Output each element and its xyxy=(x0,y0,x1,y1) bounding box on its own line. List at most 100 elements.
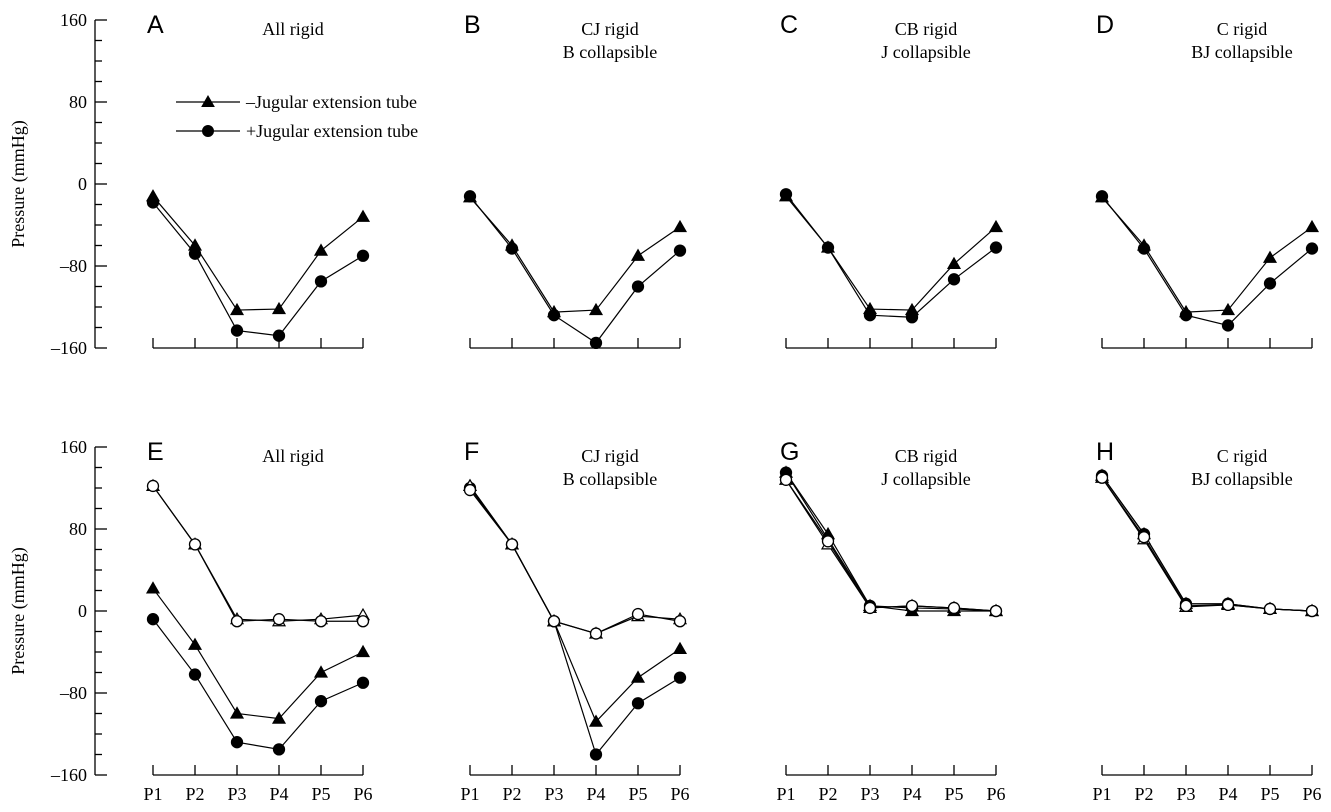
data-point xyxy=(631,280,645,293)
data-point xyxy=(989,241,1003,254)
data-point xyxy=(673,671,687,684)
panel-d: D C rigid BJ collapsible xyxy=(1094,11,1320,349)
x-tick-label: P5 xyxy=(944,784,963,804)
y-tick-label: 160 xyxy=(60,10,87,30)
panel-letter: E xyxy=(147,438,164,466)
legend-marker xyxy=(202,125,214,137)
data-point xyxy=(313,243,329,256)
x-tick-label: P2 xyxy=(185,784,204,804)
data-point xyxy=(146,196,160,209)
data-point xyxy=(1095,471,1109,484)
panel-title-line: B collapsible xyxy=(563,469,657,489)
series-filled-circle xyxy=(146,196,370,342)
legend-entry: +Jugular extension tube xyxy=(176,121,418,141)
x-tick-label: P5 xyxy=(1260,784,1279,804)
data-point xyxy=(505,242,519,255)
data-point xyxy=(355,209,371,222)
series-open-triangle xyxy=(145,478,371,627)
legend-marker xyxy=(201,94,215,107)
data-point xyxy=(863,601,877,615)
data-point xyxy=(356,249,370,262)
series-filled-circle xyxy=(779,466,1003,618)
series-line xyxy=(469,487,681,756)
data-point xyxy=(314,275,328,288)
data-point xyxy=(230,615,244,628)
data-point xyxy=(1304,219,1320,233)
series-open-triangle xyxy=(462,478,688,639)
panel-title-line: All rigid xyxy=(262,19,324,39)
y-tick-label: 80 xyxy=(69,519,87,539)
data-point xyxy=(1262,250,1278,263)
y-axis-title: Pressure (mmHg) xyxy=(8,547,29,674)
y-tick-label: 160 xyxy=(60,437,87,457)
x-tick-label: P4 xyxy=(269,784,288,804)
data-point xyxy=(187,637,203,650)
data-point xyxy=(821,535,835,548)
data-point xyxy=(230,736,244,749)
data-point xyxy=(631,607,645,621)
data-point xyxy=(589,748,603,761)
x-tick-label: P2 xyxy=(818,784,837,804)
series-line xyxy=(152,202,364,337)
x-tick-label: P5 xyxy=(628,784,647,804)
y-axis-title: Pressure (mmHg) xyxy=(8,120,29,247)
y-axis-row-2: 160 80 0 –80 –160 Pressure (mmHg) xyxy=(8,437,107,785)
panel-f: P1 P2 P3 P4 P5 P6 F CJ rigid B collapsible xyxy=(460,438,689,804)
data-point xyxy=(505,538,519,551)
y-tick-label: –160 xyxy=(50,338,87,358)
data-point xyxy=(588,302,604,316)
series-line xyxy=(152,588,364,720)
data-point xyxy=(1221,319,1235,332)
data-point xyxy=(229,302,245,316)
panel-g: P1 P2 P3 P4 P5 P6 G CB rigid J collapsible xyxy=(776,438,1005,804)
data-point xyxy=(673,615,687,628)
data-point xyxy=(188,538,202,551)
panel-letter: C xyxy=(780,11,798,39)
panel-title-line: C rigid xyxy=(1217,19,1268,39)
series-line xyxy=(785,479,997,612)
data-point xyxy=(1263,602,1277,616)
x-tick-label: P3 xyxy=(1176,784,1195,804)
x-tick-label: P4 xyxy=(902,784,921,804)
data-point xyxy=(229,706,245,719)
panel-letter: G xyxy=(780,438,799,466)
data-point xyxy=(1305,604,1319,618)
data-point xyxy=(988,219,1004,233)
data-point xyxy=(1305,242,1319,255)
series-line xyxy=(785,195,997,311)
x-tick-label: P1 xyxy=(143,784,162,804)
data-point xyxy=(672,219,688,233)
series-filled-triangle xyxy=(145,581,371,724)
data-point xyxy=(145,581,161,594)
series-open-circle xyxy=(146,479,370,628)
data-point xyxy=(905,311,919,324)
x-tick-label: P1 xyxy=(776,784,795,804)
series-filled-circle xyxy=(779,188,1003,324)
data-point xyxy=(947,273,961,286)
x-tick-label: P3 xyxy=(227,784,246,804)
series-line xyxy=(1101,196,1313,313)
panel-h: P1 P2 P3 P4 P5 P6 H C rigid BJ collapsible xyxy=(1092,438,1321,804)
data-point xyxy=(779,188,793,201)
panel-letter: F xyxy=(464,438,479,466)
data-point xyxy=(863,309,877,322)
x-tick-label: P5 xyxy=(311,784,330,804)
data-point xyxy=(589,627,603,640)
data-point xyxy=(946,256,962,270)
data-point xyxy=(355,644,371,658)
data-point xyxy=(356,676,370,689)
data-point xyxy=(547,615,561,628)
y-axis-row-1: 160 80 0 –80 –160 Pressure (mmHg) xyxy=(8,10,107,358)
series-line xyxy=(785,472,996,612)
panel-title-line: All rigid xyxy=(262,446,324,466)
data-point xyxy=(631,697,645,710)
panel-b: B CJ rigid B collapsible xyxy=(462,11,688,350)
panel-title-line: CB rigid xyxy=(895,446,958,466)
data-point xyxy=(272,329,286,342)
y-tick-label: –160 xyxy=(50,765,87,785)
data-point xyxy=(146,613,160,626)
data-point xyxy=(1263,277,1277,290)
legend-entry: –Jugular extension tube xyxy=(176,92,417,112)
panel-c: C CB rigid J collapsible xyxy=(778,11,1004,349)
y-tick-label: –80 xyxy=(59,683,87,703)
